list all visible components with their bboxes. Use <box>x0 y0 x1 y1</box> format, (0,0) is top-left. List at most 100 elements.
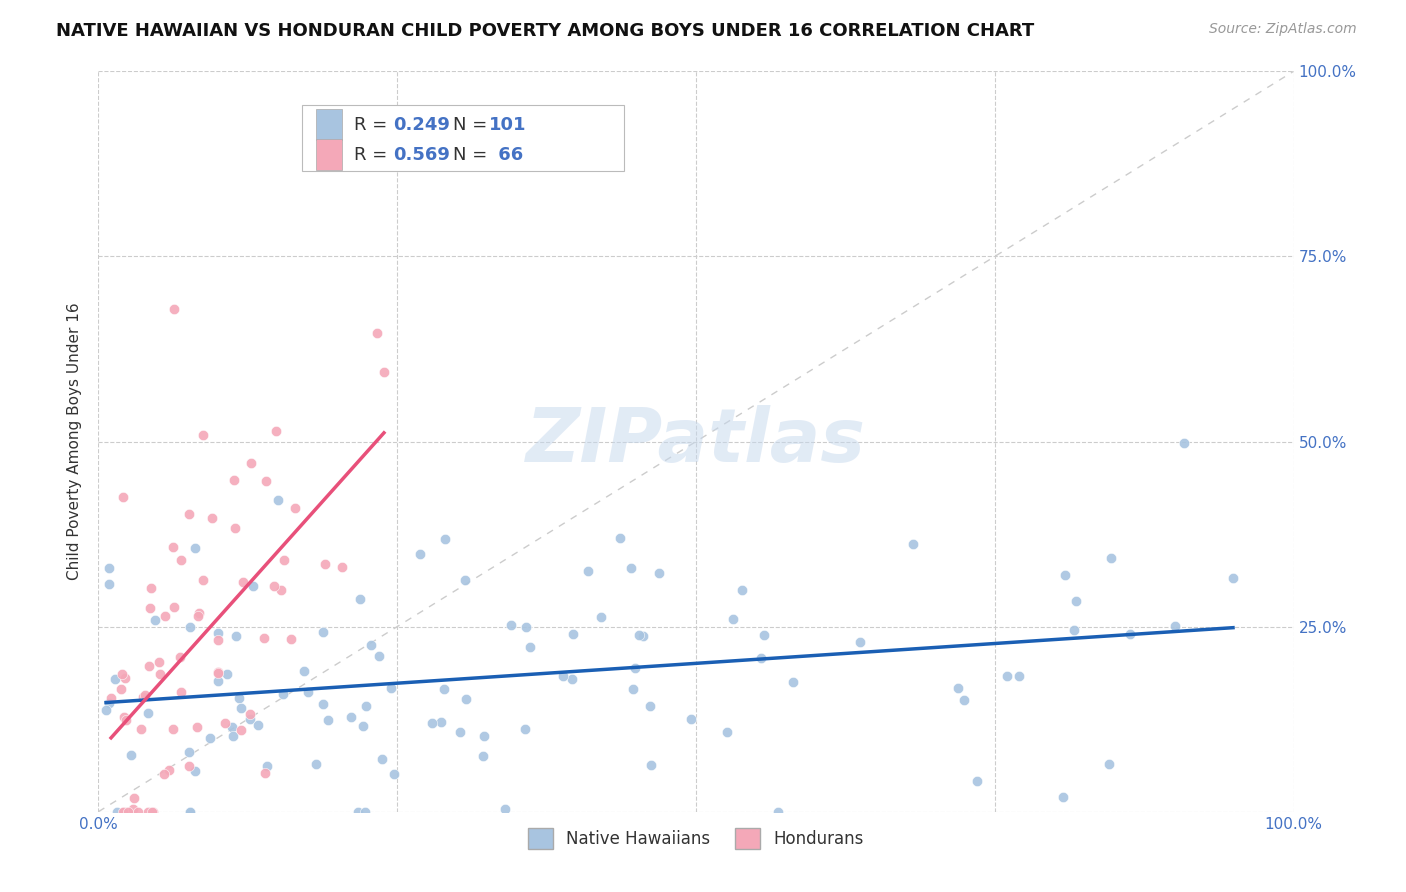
Point <box>162 722 184 736</box>
Point <box>267 493 290 508</box>
Point <box>316 713 339 727</box>
Text: 0.249: 0.249 <box>394 116 450 134</box>
Point <box>263 579 285 593</box>
Point <box>191 428 214 442</box>
Point <box>224 521 246 535</box>
Point <box>143 613 166 627</box>
Point <box>312 624 335 639</box>
Point <box>138 659 160 673</box>
Point <box>519 640 541 655</box>
Point <box>952 692 974 706</box>
Point <box>254 474 277 488</box>
Point <box>187 609 209 624</box>
Point <box>222 729 245 743</box>
Point <box>768 805 790 819</box>
Point <box>110 682 132 697</box>
Point <box>472 749 495 764</box>
Point <box>136 706 159 721</box>
Point <box>214 716 236 731</box>
Point <box>103 672 125 686</box>
Point <box>112 710 135 724</box>
Point <box>253 765 276 780</box>
Point <box>256 758 278 772</box>
Point <box>264 424 287 438</box>
Point <box>111 490 134 504</box>
Point <box>112 805 135 819</box>
Point <box>111 805 134 819</box>
Point <box>305 757 328 772</box>
Point <box>621 682 644 697</box>
Point <box>619 560 641 574</box>
Point <box>184 764 207 778</box>
Point <box>371 752 394 766</box>
Point <box>513 722 536 736</box>
Point <box>207 674 229 689</box>
Point <box>207 666 229 681</box>
Point <box>454 573 477 587</box>
Point <box>352 719 374 733</box>
Point <box>240 456 263 470</box>
Point <box>139 600 162 615</box>
Point <box>681 712 703 726</box>
Point <box>433 532 456 546</box>
Point <box>297 685 319 699</box>
Point <box>207 632 229 647</box>
Point <box>225 629 247 643</box>
Point <box>449 725 471 739</box>
Point <box>100 690 122 705</box>
Point <box>129 722 152 736</box>
Point <box>170 553 193 567</box>
Point <box>228 690 250 705</box>
Point <box>142 805 165 819</box>
Text: 66: 66 <box>492 145 523 163</box>
Point <box>1097 756 1119 771</box>
Point <box>127 805 149 819</box>
Text: Source: ZipAtlas.com: Source: ZipAtlas.com <box>1209 22 1357 37</box>
Point <box>169 649 191 664</box>
Point <box>638 698 661 713</box>
Point <box>239 712 262 726</box>
Point <box>368 648 391 663</box>
Text: ZIPatlas: ZIPatlas <box>526 405 866 478</box>
Point <box>1053 567 1076 582</box>
Point <box>1173 436 1195 450</box>
Point <box>640 757 662 772</box>
Point <box>561 672 583 686</box>
Point <box>716 724 738 739</box>
Point <box>115 713 138 727</box>
Point <box>409 547 432 561</box>
Point <box>136 805 159 819</box>
Text: 101: 101 <box>489 116 527 134</box>
Point <box>472 729 495 743</box>
Point <box>162 600 184 615</box>
Point <box>242 579 264 593</box>
Point <box>232 574 254 589</box>
Point <box>1064 594 1087 608</box>
Point <box>157 763 180 777</box>
Point <box>98 561 121 575</box>
Point <box>271 687 294 701</box>
Text: N =: N = <box>453 145 494 163</box>
Point <box>179 805 201 819</box>
Point <box>454 692 477 706</box>
Point <box>222 474 245 488</box>
Point <box>98 696 121 710</box>
Point <box>186 720 208 734</box>
Point <box>354 805 377 819</box>
Point <box>553 668 575 682</box>
Point <box>349 592 371 607</box>
Text: NATIVE HAWAIIAN VS HONDURAN CHILD POVERTY AMONG BOYS UNDER 16 CORRELATION CHART: NATIVE HAWAIIAN VS HONDURAN CHILD POVERT… <box>56 22 1035 40</box>
Point <box>380 681 402 696</box>
Point <box>280 632 302 647</box>
Point <box>207 665 229 680</box>
Point <box>901 537 924 551</box>
Point <box>354 698 377 713</box>
Point <box>420 715 443 730</box>
Point <box>114 671 136 685</box>
Point <box>339 710 361 724</box>
Text: R =: R = <box>354 145 394 163</box>
Point <box>966 774 988 789</box>
Point <box>648 566 671 581</box>
Point <box>221 720 243 734</box>
Point <box>111 667 134 681</box>
